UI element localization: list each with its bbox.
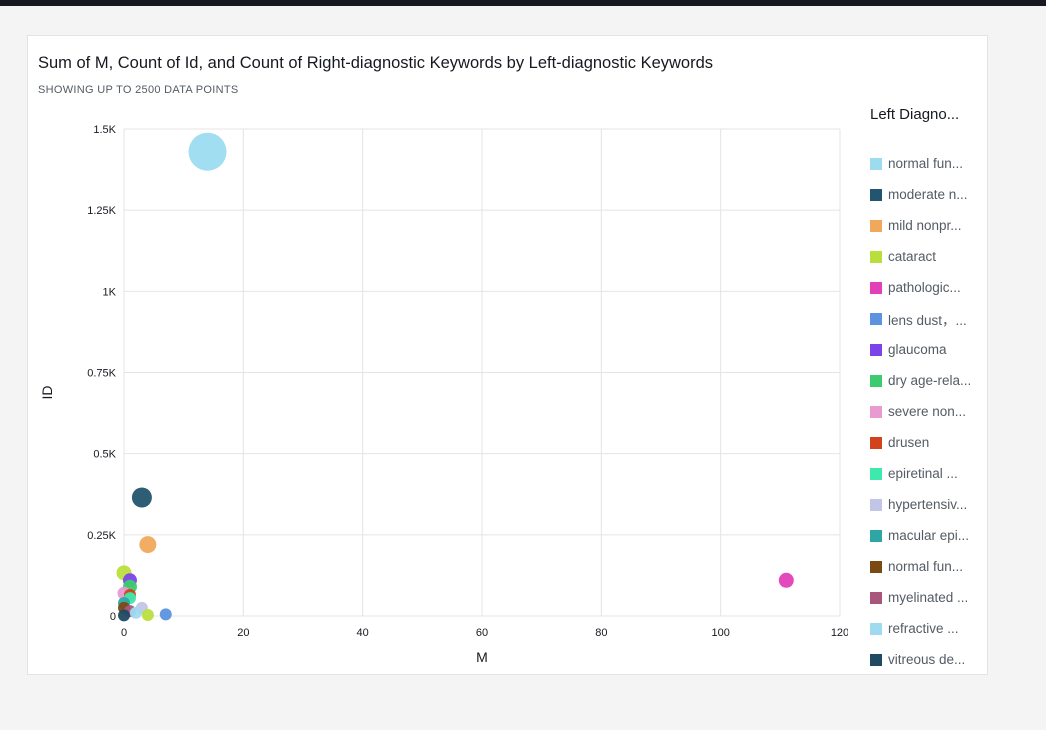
legend-swatch	[870, 436, 882, 449]
legend: normal fun... moderate n... mild nonpr... c…	[870, 148, 971, 675]
legend-item[interactable]: vitreous de...	[870, 644, 971, 675]
legend-label: dry age-rela...	[888, 373, 972, 388]
x-tick-label: 0	[121, 627, 127, 639]
legend-label: cataract	[888, 249, 937, 264]
x-tick-label: 120	[831, 627, 848, 639]
legend-item[interactable]: hypertensiv...	[870, 489, 971, 520]
x-tick-label: 20	[237, 627, 249, 639]
legend-label: moderate n...	[888, 187, 968, 202]
legend-swatch	[870, 405, 882, 418]
x-tick-label: 60	[476, 627, 488, 639]
data-point[interactable]	[188, 132, 227, 171]
x-tick-label: 80	[595, 627, 607, 639]
legend-label: vitreous de...	[888, 652, 966, 667]
legend-item[interactable]: macular epi...	[870, 520, 971, 551]
legend-item[interactable]: myelinated ...	[870, 582, 971, 613]
legend-swatch	[870, 281, 882, 294]
y-tick-label: 1.5K	[93, 124, 116, 136]
y-tick-label: 0.25K	[87, 530, 116, 542]
legend-swatch	[870, 374, 882, 387]
legend-swatch	[870, 312, 882, 325]
y-tick-label: 0	[110, 611, 116, 623]
legend-label: myelinated ...	[888, 590, 969, 605]
data-point[interactable]	[118, 609, 130, 622]
legend-label: pathologic...	[888, 280, 961, 295]
legend-swatch	[870, 157, 882, 170]
top-bar	[0, 0, 1046, 6]
scatter-plot[interactable]: 0 0.25K 0.5K 0.75K 1K 1.25K 1.5K 0 20 40 60 80 100 12…	[28, 36, 848, 676]
y-axis-title: ID	[39, 386, 55, 400]
legend-label: normal fun...	[888, 156, 964, 171]
legend-swatch	[870, 653, 882, 666]
legend-item[interactable]: normal fun...	[870, 551, 971, 582]
legend-swatch	[870, 591, 882, 604]
legend-item[interactable]: lens dust，...	[870, 303, 971, 334]
data-point[interactable]	[778, 572, 794, 588]
legend-item[interactable]: severe non...	[870, 396, 971, 427]
legend-swatch	[870, 188, 882, 201]
legend-swatch	[870, 560, 882, 573]
legend-item[interactable]: normal fun...	[870, 148, 971, 179]
y-tick-label: 0.5K	[93, 449, 116, 461]
legend-item[interactable]: cataract	[870, 241, 971, 272]
legend-item[interactable]: moderate n...	[870, 179, 971, 210]
legend-item[interactable]: dry age-rela...	[870, 365, 971, 396]
legend-label: normal fun...	[888, 559, 964, 574]
x-axis-title: M	[476, 649, 488, 665]
x-tick-label: 40	[357, 627, 369, 639]
legend-label: severe non...	[888, 404, 967, 419]
x-tick-label: 100	[711, 627, 729, 639]
legend-swatch	[870, 250, 882, 263]
visual-card[interactable]: Sum of M, Count of Id, and Count of Righ…	[27, 35, 988, 675]
legend-title: Left Diagno...	[870, 106, 960, 123]
legend-label: drusen	[888, 435, 930, 450]
chart-title: Sum of M, Count of Id, and Count of Righ…	[38, 54, 714, 72]
legend-swatch	[870, 498, 882, 511]
legend-swatch	[870, 529, 882, 542]
legend-swatch	[870, 343, 882, 356]
legend-item[interactable]: mild nonpr...	[870, 210, 971, 241]
y-tick-label: 1.25K	[87, 205, 116, 217]
legend-swatch	[870, 467, 882, 480]
chart-subtitle: SHOWING UP TO 2500 DATA POINTS	[38, 84, 239, 96]
legend-label: glaucoma	[888, 342, 947, 357]
legend-swatch	[870, 219, 882, 232]
legend-item[interactable]: refractive ...	[870, 613, 971, 644]
legend-label: refractive ...	[888, 621, 959, 636]
y-tick-label: 1K	[103, 286, 117, 298]
data-point[interactable]	[129, 606, 142, 619]
legend-swatch	[870, 622, 882, 635]
y-tick-label: 0.75K	[87, 368, 116, 380]
data-point[interactable]	[159, 608, 172, 621]
legend-label: macular epi...	[888, 528, 970, 543]
legend-label: epiretinal ...	[888, 466, 958, 481]
data-point[interactable]	[141, 609, 154, 622]
legend-label: hypertensiv...	[888, 497, 968, 512]
data-point[interactable]	[139, 536, 157, 554]
legend-item[interactable]: drusen	[870, 427, 971, 458]
data-point[interactable]	[131, 487, 152, 508]
legend-item[interactable]: glaucoma	[870, 334, 971, 365]
legend-label: lens dust，...	[888, 312, 967, 328]
legend-item[interactable]: epiretinal ...	[870, 458, 971, 489]
legend-item[interactable]: pathologic...	[870, 272, 971, 303]
legend-label: mild nonpr...	[888, 218, 962, 233]
